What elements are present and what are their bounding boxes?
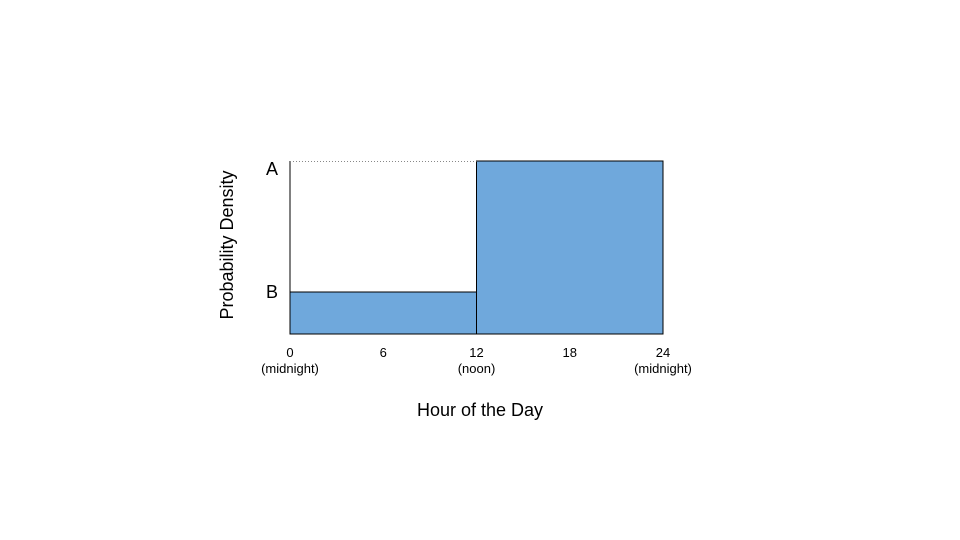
y-level-label-a: A	[266, 159, 278, 179]
bars-layer	[289, 160, 664, 335]
y-axis-title: Probability Density	[217, 170, 237, 319]
x-tick-label-12: 12	[469, 345, 483, 360]
x-tick-label-0: 0	[286, 345, 293, 360]
x-tick-sublabel-24: (midnight)	[634, 361, 692, 376]
y-levels: AB	[266, 159, 278, 302]
x-tick-label-24: 24	[656, 345, 670, 360]
bar-12-24	[476, 160, 664, 335]
x-tick-sublabel-0: (midnight)	[261, 361, 319, 376]
guides-layer	[289, 161, 477, 334]
bar-0-12	[289, 291, 477, 335]
x-tick-sublabel-12: (noon)	[458, 361, 496, 376]
y-level-label-b: B	[266, 282, 278, 302]
x-tick-label-18: 18	[563, 345, 577, 360]
x-tick-label-6: 6	[380, 345, 387, 360]
x-axis-title: Hour of the Day	[417, 400, 543, 420]
x-ticks: 0(midnight)6 12(noon)18 24(midnight)	[261, 345, 692, 376]
